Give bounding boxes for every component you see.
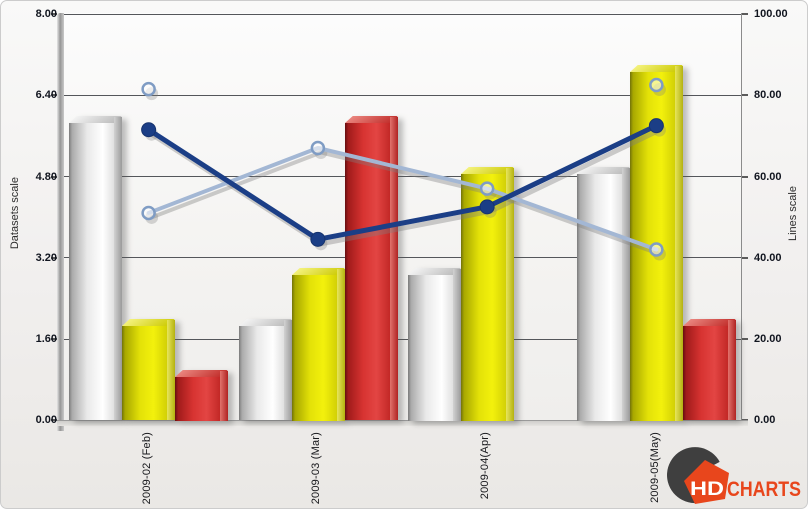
gridline xyxy=(64,257,741,258)
bar-side-face xyxy=(114,116,122,420)
left-axis-tick-label: 8.00 xyxy=(35,8,57,20)
right-axis-tick xyxy=(741,256,748,259)
bar-side-face xyxy=(622,167,630,421)
bar-face-face xyxy=(577,173,622,421)
left-axis-tick-label: 4.80 xyxy=(35,170,57,183)
left-axis-tick-label: 6.40 xyxy=(35,89,57,101)
right-axis-tick xyxy=(741,175,748,178)
logo-shield-icon xyxy=(684,460,729,504)
bar-face-face xyxy=(407,275,453,421)
right-axis-tick xyxy=(741,338,748,340)
bar-face-face xyxy=(344,122,390,420)
bar-face-face xyxy=(291,275,337,421)
bar-face-face xyxy=(460,173,506,421)
gray-bar xyxy=(69,115,122,420)
bar-side-face xyxy=(283,319,292,420)
left-axis-tick xyxy=(51,175,57,178)
x-axis-category-label: 2009-02 (Feb) xyxy=(140,432,153,505)
bar-side-face xyxy=(452,269,461,421)
bar-side-face xyxy=(728,319,736,420)
bar-side-face xyxy=(336,269,345,421)
bar-side-face xyxy=(220,370,228,421)
left-axis-tick-label: 3.20 xyxy=(35,251,57,264)
gridline xyxy=(64,338,741,340)
logo-hd-text: HD xyxy=(690,479,724,500)
bar-side-face xyxy=(675,66,683,421)
logo-charts-text: CHARTS xyxy=(727,478,801,501)
left-axis-tick-label: 1.60 xyxy=(35,333,57,345)
right-axis-title: Lines scale xyxy=(787,186,799,242)
bar-side-face xyxy=(167,319,175,420)
right-axis-tick xyxy=(741,13,748,15)
x-axis-category-label: 2009-04(Apr) xyxy=(479,432,491,500)
left-axis-tick-label: 0.00 xyxy=(35,414,57,426)
gridline xyxy=(64,13,741,15)
left-axis-title: Datasets scale xyxy=(9,177,21,250)
left-axis-wall xyxy=(57,13,64,431)
bar-face-face xyxy=(69,122,114,420)
red-bar xyxy=(344,115,398,420)
right-axis-tick-label: 20.00 xyxy=(754,333,782,345)
bar-face-face xyxy=(630,72,675,421)
left-axis-tick xyxy=(51,419,57,421)
yellow-bar xyxy=(291,268,345,421)
right-axis-tick xyxy=(741,94,748,96)
red-bar xyxy=(683,318,736,420)
right-axis-tick-label: 40.00 xyxy=(754,251,782,264)
x-axis-category-label: 2009-03 (Mar) xyxy=(310,432,322,505)
bar-face-face xyxy=(683,325,728,420)
hdcharts-logo: HD CHARTS xyxy=(667,447,801,504)
bar-face-face xyxy=(175,376,220,421)
right-axis-tick-label: 0.00 xyxy=(754,414,776,426)
gridline xyxy=(64,94,741,96)
bar-side-face xyxy=(505,167,514,421)
right-axis-tick-label: 100.00 xyxy=(754,8,788,20)
left-axis-tick xyxy=(51,13,57,15)
bar-side-face xyxy=(389,116,398,420)
bar-face-face xyxy=(238,325,284,420)
yellow-bar xyxy=(122,318,175,420)
yellow-bar xyxy=(460,166,514,421)
plot-floor xyxy=(57,420,748,426)
right-axis-tick-label: 60.00 xyxy=(754,170,782,183)
left-axis-tick xyxy=(51,338,57,340)
red-bar xyxy=(175,369,228,421)
gray-bar xyxy=(577,166,630,421)
left-axis-tick xyxy=(51,256,57,259)
right-axis-edge xyxy=(741,13,742,420)
bar-face-face xyxy=(122,325,167,420)
gray-bar xyxy=(238,318,292,420)
yellow-bar xyxy=(630,65,683,421)
left-axis-tick xyxy=(51,94,57,96)
right-axis-tick-label: 80.00 xyxy=(754,89,782,101)
gray-bar xyxy=(407,268,461,421)
